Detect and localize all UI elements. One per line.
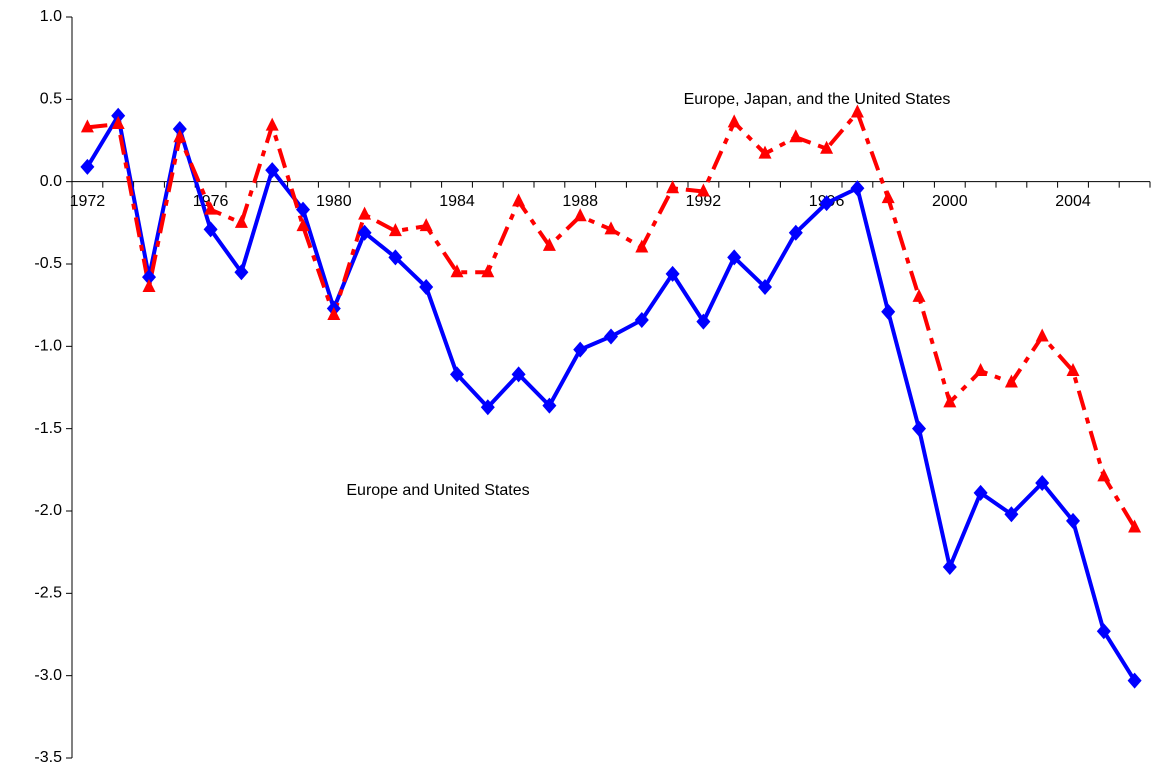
data-point xyxy=(450,366,464,383)
x-tick-label: 1988 xyxy=(562,193,598,210)
data-point xyxy=(327,307,341,321)
data-point xyxy=(819,195,834,212)
data-point xyxy=(419,218,433,232)
data-point xyxy=(604,221,618,235)
data-point xyxy=(974,363,988,377)
data-point xyxy=(111,107,126,124)
data-point xyxy=(1097,468,1111,482)
y-tick-label: -2.0 xyxy=(34,502,62,519)
data-point xyxy=(1066,512,1080,529)
data-point xyxy=(1066,363,1080,377)
x-tick-label: 2004 xyxy=(1055,193,1091,210)
x-tick-label: 2000 xyxy=(932,193,968,210)
data-point xyxy=(357,224,372,241)
data-point xyxy=(1035,475,1050,492)
data-point xyxy=(419,279,434,296)
data-point xyxy=(234,214,248,228)
data-point xyxy=(481,264,495,278)
data-point xyxy=(881,190,895,204)
y-tick-label: -3.0 xyxy=(34,667,62,684)
data-point xyxy=(265,162,280,179)
data-point xyxy=(111,116,125,130)
data-point xyxy=(727,249,742,266)
data-point xyxy=(388,223,402,237)
y-tick-label: -0.5 xyxy=(34,255,62,272)
data-point xyxy=(820,140,834,154)
y-tick-label: -2.5 xyxy=(34,585,62,602)
data-point xyxy=(727,114,741,128)
data-point xyxy=(172,120,187,137)
data-point xyxy=(942,558,957,575)
data-point xyxy=(80,119,94,133)
y-tick-label: 0.5 xyxy=(40,91,62,108)
data-point xyxy=(142,279,156,293)
data-point xyxy=(511,366,526,383)
data-point xyxy=(1035,328,1049,342)
data-point xyxy=(1096,623,1111,640)
data-point xyxy=(296,218,310,232)
data-point xyxy=(604,328,618,345)
data-point xyxy=(696,313,711,330)
data-point xyxy=(1004,506,1019,523)
series-line xyxy=(87,110,1137,529)
data-point xyxy=(758,279,772,296)
data-point xyxy=(1004,374,1018,388)
data-point xyxy=(173,129,187,143)
data-point xyxy=(850,180,865,197)
data-point xyxy=(573,341,588,358)
x-tick-label: 1972 xyxy=(70,193,106,210)
data-point xyxy=(450,264,464,278)
x-tick-label: 1992 xyxy=(686,193,722,210)
data-point xyxy=(388,249,403,266)
data-point xyxy=(542,237,556,251)
data-point xyxy=(265,117,279,131)
data-point xyxy=(789,129,803,143)
data-point xyxy=(912,420,926,437)
y-tick-label: -1.5 xyxy=(34,420,62,437)
data-point xyxy=(296,201,310,218)
series-label: Europe, Japan, and the United States xyxy=(684,91,951,108)
data-point xyxy=(512,193,526,207)
data-point xyxy=(1128,519,1142,533)
data-point xyxy=(696,183,710,197)
data-point xyxy=(912,288,926,302)
data-point xyxy=(635,239,649,253)
data-point xyxy=(204,201,218,215)
data-point xyxy=(358,206,372,220)
data-point xyxy=(142,269,156,286)
data-point xyxy=(943,394,957,408)
data-point xyxy=(973,484,988,501)
x-tick-label: 1980 xyxy=(316,193,352,210)
data-point xyxy=(665,265,680,282)
y-tick-label: 1.0 xyxy=(40,8,62,25)
x-tick-label: 1984 xyxy=(439,193,475,210)
y-tick-label: -1.0 xyxy=(34,338,62,355)
data-point xyxy=(758,145,772,159)
data-point xyxy=(788,224,803,241)
series-label: Europe and United States xyxy=(346,482,529,499)
data-point xyxy=(573,208,587,222)
data-point xyxy=(666,180,680,194)
data-point xyxy=(80,158,95,175)
data-point xyxy=(1127,672,1142,689)
y-tick-label: -3.5 xyxy=(34,749,62,766)
data-point xyxy=(850,104,864,118)
data-point xyxy=(634,311,649,328)
y-tick-label: 0.0 xyxy=(40,173,62,190)
series-line xyxy=(85,113,1137,682)
data-point xyxy=(542,397,557,414)
data-point xyxy=(203,221,218,238)
data-point xyxy=(234,264,249,281)
data-point xyxy=(881,303,896,320)
data-point xyxy=(480,399,495,416)
